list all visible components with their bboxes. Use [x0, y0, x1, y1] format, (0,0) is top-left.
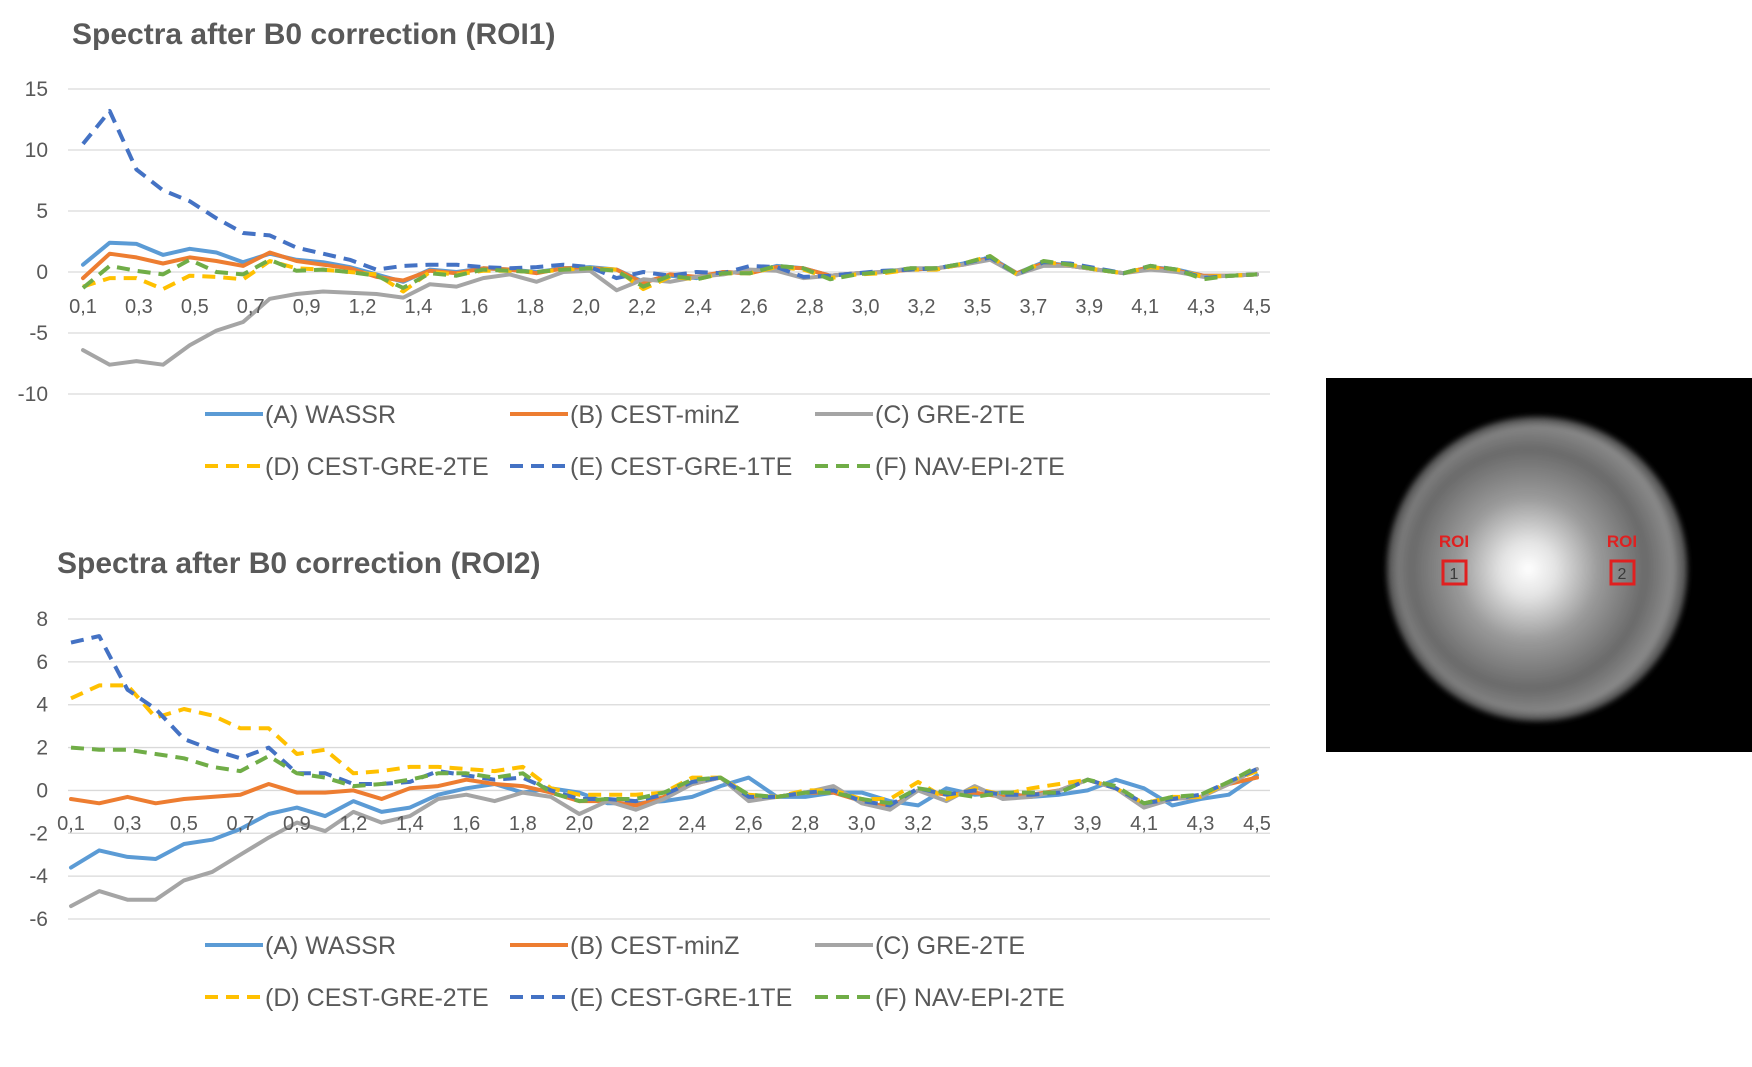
phantom-image-panel: ROI 1 ROI 2 [1326, 378, 1752, 752]
y-tick-label: 2 [36, 737, 48, 760]
x-tick-label: 1,6 [460, 296, 488, 318]
y-tick-label: -5 [29, 322, 48, 345]
x-tick-label: 1,8 [509, 813, 537, 835]
x-tick-label: 1,2 [349, 296, 377, 318]
grid-lines [68, 618, 1270, 920]
x-tick-label: 4,1 [1131, 296, 1159, 318]
x-tick-label: 1,6 [452, 813, 480, 835]
roi-1-number: 1 [1450, 566, 1459, 583]
x-tick-label: 0,1 [57, 813, 85, 835]
y-axis: 15 10 5 0 -5 -10 [18, 78, 48, 406]
x-tick-label: 3,5 [961, 813, 989, 835]
x-tick-label: 0,9 [283, 813, 311, 835]
grid-lines [68, 88, 1270, 395]
x-tick-label: 4,5 [1243, 296, 1271, 318]
x-tick-label: 1,4 [405, 296, 433, 318]
roi-1-label: ROI [1439, 532, 1469, 551]
y-axis: 8 6 4 2 0 -2 -4 -6 [29, 608, 48, 931]
x-tick-label: 4,5 [1243, 813, 1271, 835]
x-tick-label: 2,6 [735, 813, 763, 835]
legend: (A) WASSR (B) CEST-minZ (C) GRE-2TE (D) CES… [205, 401, 1065, 481]
y-tick-label: 4 [36, 694, 48, 717]
x-tick-label: 4,3 [1187, 813, 1215, 835]
y-tick-label: 6 [36, 651, 48, 674]
x-tick-label: 2,4 [684, 296, 712, 318]
legend-label: (A) WASSR [265, 401, 396, 429]
x-tick-label: 2,2 [622, 813, 650, 835]
x-tick-label: 0,7 [237, 296, 265, 318]
chart-title: Spectra after B0 correction (ROI2) [57, 547, 540, 580]
legend-label: (F) NAV-EPI-2TE [875, 453, 1065, 481]
x-tick-label: 3,0 [852, 296, 880, 318]
y-tick-label: 5 [36, 200, 48, 223]
roi1-spectra-chart: Spectra after B0 correction (ROI1) 15 10 5… [18, 18, 1271, 481]
x-tick-label: 2,2 [628, 296, 656, 318]
series-line-e-cest-gre-1te [70, 634, 1258, 808]
x-tick-label: 0,5 [181, 296, 209, 318]
x-tick-label: 0,3 [114, 813, 142, 835]
legend-label: (B) CEST-minZ [570, 401, 739, 429]
x-tick-label: 0,1 [69, 296, 97, 318]
y-tick-label: 10 [25, 139, 48, 162]
legend-label: (C) GRE-2TE [875, 932, 1025, 960]
series-line-c-gre-2te [81, 257, 1259, 367]
x-tick-label: 0,9 [293, 296, 321, 318]
x-tick-label: 3,5 [964, 296, 992, 318]
chart-title: Spectra after B0 correction (ROI1) [72, 18, 555, 51]
x-tick-label: 4,1 [1130, 813, 1158, 835]
y-tick-label: -2 [29, 822, 48, 845]
x-tick-label: 1,8 [516, 296, 544, 318]
roi-1-box [1441, 559, 1468, 586]
legend-label: (F) NAV-EPI-2TE [875, 984, 1065, 1012]
x-tick-label: 2,0 [572, 296, 600, 318]
legend-label: (A) WASSR [265, 932, 396, 960]
x-tick-label: 0,3 [125, 296, 153, 318]
x-tick-label: 1,4 [396, 813, 424, 835]
legend-label: (B) CEST-minZ [570, 932, 739, 960]
y-tick-label: 0 [36, 779, 48, 802]
series-lines [69, 634, 1259, 909]
roi-2-number: 2 [1618, 566, 1627, 583]
legend: (A) WASSR (B) CEST-minZ (C) GRE-2TE (D) CES… [205, 932, 1065, 1012]
y-tick-label: 0 [36, 261, 48, 284]
roi-2-box [1609, 559, 1636, 586]
y-tick-label: 8 [36, 608, 48, 631]
x-tick-label: 3,2 [908, 296, 936, 318]
x-tick-label: 0,7 [227, 813, 255, 835]
x-tick-label: 2,6 [740, 296, 768, 318]
series-line-e-cest-gre-1te [81, 109, 1258, 281]
legend-label: (D) CEST-GRE-2TE [265, 453, 489, 481]
x-tick-label: 1,2 [339, 813, 367, 835]
x-axis: 0,1 0,3 0,5 0,7 0,9 1,2 1,4 1,6 1,8 2,0 2,2 2,4 2,6 2… [57, 813, 1271, 835]
x-axis: 0,1 0,3 0,5 0,7 0,9 1,2 1,4 1,6 1,8 2,0 2,2 2,4 2,6 2… [69, 296, 1271, 318]
x-tick-label: 3,9 [1074, 813, 1102, 835]
series-line-f-nav-epi-2te [70, 745, 1258, 806]
x-tick-label: 3,2 [904, 813, 932, 835]
x-tick-label: 2,8 [791, 813, 819, 835]
roi-2-label: ROI [1607, 532, 1637, 551]
series-line-f-nav-epi-2te [81, 254, 1258, 290]
x-tick-label: 3,9 [1075, 296, 1103, 318]
y-tick-label: -4 [29, 865, 48, 888]
x-tick-label: 3,7 [1017, 813, 1045, 835]
x-tick-label: 2,8 [796, 296, 824, 318]
x-tick-label: 2,0 [565, 813, 593, 835]
x-tick-label: 4,3 [1187, 296, 1215, 318]
series-lines [81, 109, 1259, 367]
legend-label: (D) CEST-GRE-2TE [265, 984, 489, 1012]
phantom-disc [1395, 424, 1679, 714]
legend-label: (E) CEST-GRE-1TE [570, 453, 792, 481]
series-line-c-gre-2te [69, 767, 1259, 909]
x-tick-label: 3,0 [848, 813, 876, 835]
x-tick-label: 3,7 [1019, 296, 1047, 318]
y-tick-label: 15 [25, 78, 48, 101]
legend-label: (C) GRE-2TE [875, 401, 1025, 429]
roi2-spectra-chart: Spectra after B0 correction (ROI2) 8 6 4 2 0… [29, 547, 1271, 1012]
x-tick-label: 2,4 [678, 813, 706, 835]
x-tick-label: 0,5 [170, 813, 198, 835]
legend-label: (E) CEST-GRE-1TE [570, 984, 792, 1012]
y-tick-label: -6 [29, 908, 48, 931]
y-tick-label: -10 [18, 383, 48, 406]
